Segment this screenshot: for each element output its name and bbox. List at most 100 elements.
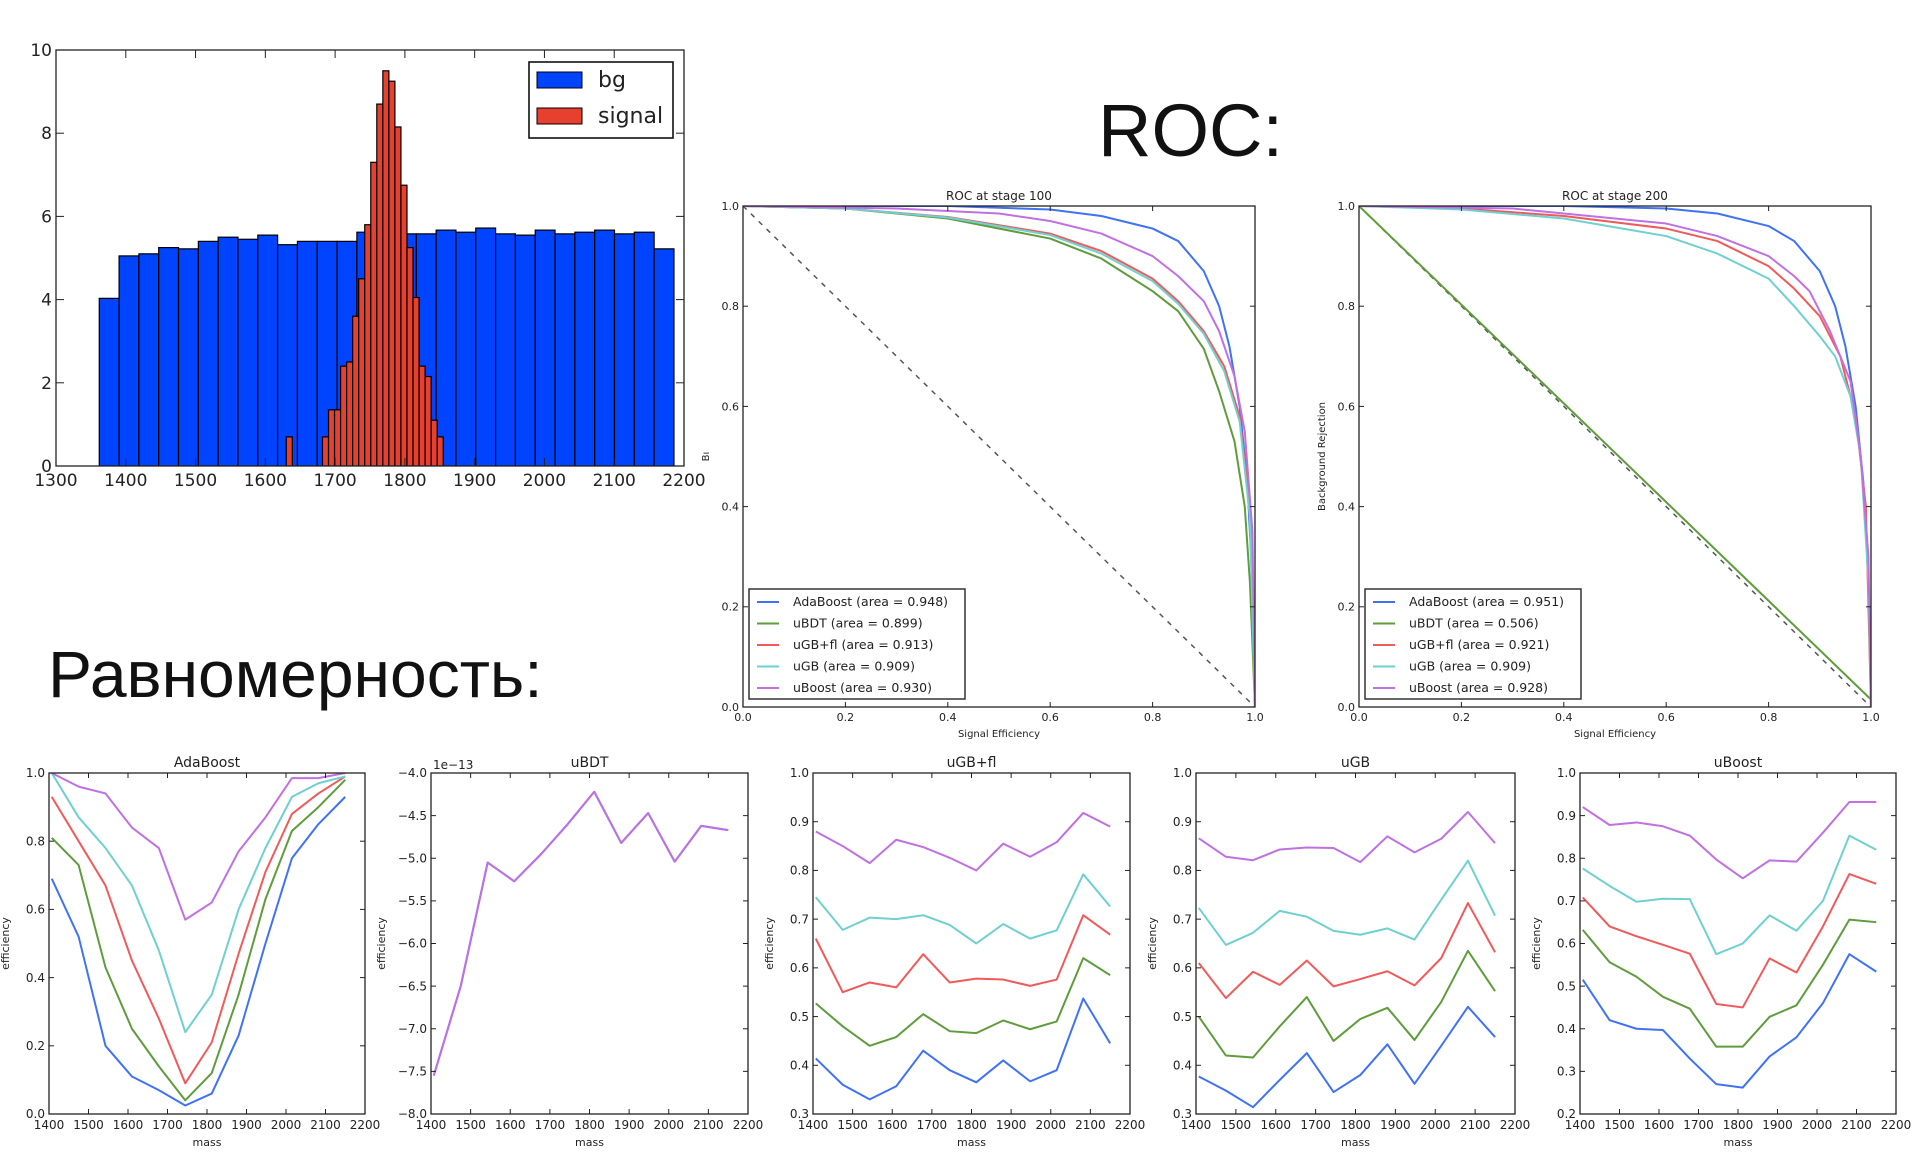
x-tick-label: 1700 xyxy=(152,1118,183,1132)
x-tick-label: 1900 xyxy=(996,1118,1027,1132)
x-tick-label: 0.2 xyxy=(1453,711,1471,724)
signal-bar xyxy=(364,224,372,466)
bg-bar xyxy=(277,244,299,466)
y-tick-label: 0.7 xyxy=(1173,912,1192,926)
x-tick-label: 1600 xyxy=(495,1118,526,1132)
series-line-3 xyxy=(743,206,1255,707)
plot-area xyxy=(432,790,729,1076)
x-tick-label: 2000 xyxy=(271,1118,302,1132)
x-tick-label: 2200 xyxy=(662,471,705,491)
y-tick-label: −5.5 xyxy=(398,894,427,908)
y-tick-label: 0.5 xyxy=(1173,1010,1192,1024)
x-axis-label: Signal Efficiency xyxy=(1574,729,1656,740)
x-tick-label: 1400 xyxy=(1181,1118,1212,1132)
series-line-1 xyxy=(815,957,1111,1047)
y-tick-label: −4.0 xyxy=(398,766,427,780)
chart-title: ROC at stage 100 xyxy=(946,189,1052,203)
plot-area xyxy=(1197,810,1496,1109)
axes-frame xyxy=(742,205,1256,708)
x-tick-label: 2000 xyxy=(1420,1118,1451,1132)
x-tick-label: 2100 xyxy=(1841,1118,1872,1132)
y-tick-label: −7.5 xyxy=(398,1065,427,1079)
y-tick-label: 0.0 xyxy=(26,1107,45,1121)
x-tick-label: 2100 xyxy=(693,1118,724,1132)
x-tick-label: 1900 xyxy=(453,471,496,491)
y-tick-label: 4 xyxy=(41,291,52,311)
chart-title: uBDT xyxy=(571,755,609,771)
axes-frame xyxy=(1358,205,1872,708)
legend-label: uBoost (area = 0.930) xyxy=(793,680,932,695)
y-tick-label: 0.4 xyxy=(1557,1022,1576,1036)
y-tick-label: 8 xyxy=(41,124,52,144)
x-tick-label: 0.6 xyxy=(1041,711,1059,724)
y-tick-label: 0.2 xyxy=(1338,601,1356,614)
y-tick-label: −7.0 xyxy=(398,1022,427,1036)
legend-swatch xyxy=(536,107,583,125)
x-tick-label: 2000 xyxy=(523,471,566,491)
y-tick-label: −6.5 xyxy=(398,979,427,993)
x-tick-label: 1700 xyxy=(1300,1118,1331,1132)
x-tick-label: 1400 xyxy=(34,1118,65,1132)
legend-label: AdaBoost (area = 0.951) xyxy=(1409,594,1564,609)
x-tick-label: 1500 xyxy=(73,1118,104,1132)
legend-label: uGB (area = 0.909) xyxy=(793,659,915,674)
y-axis-label: efficiency xyxy=(763,917,776,970)
legend-label: uBDT (area = 0.506) xyxy=(1409,616,1539,631)
y-tick-label: 0.0 xyxy=(1338,701,1356,714)
legend-label: AdaBoost (area = 0.948) xyxy=(793,594,948,609)
x-axis-label: mass xyxy=(193,1136,222,1149)
signal-bar xyxy=(358,278,366,466)
roc-stage-200: 0.0 0.2 0.4 0.6 0.8 1.0 0.0 0.2 0.4 0.6 0.8 1.0 ROC … xyxy=(1317,189,1880,740)
chart-title: uGB+fl xyxy=(947,755,997,771)
signal-bar xyxy=(382,70,390,466)
x-tick-label: 2200 xyxy=(1881,1118,1912,1132)
y-tick-label: −4.5 xyxy=(398,809,427,823)
signal-bar xyxy=(412,296,420,466)
x-tick-label: 1700 xyxy=(1683,1118,1714,1132)
x-tick-label: 1700 xyxy=(917,1118,948,1132)
x-tick-label: 1700 xyxy=(535,1118,566,1132)
y-tick-label: 0.4 xyxy=(26,971,45,985)
y-tick-label: 2 xyxy=(41,374,52,394)
x-axis-label: mass xyxy=(575,1136,604,1149)
uniformity-heading: Равномерность: xyxy=(48,637,543,711)
signal-bar xyxy=(436,436,444,466)
y-tick-label: 1.0 xyxy=(1557,766,1576,780)
signal-bar xyxy=(285,436,293,466)
roc-stage-100: 0.0 0.2 0.4 0.6 0.8 1.0 0.0 0.2 0.4 0.6 0.8 1.0 ROC … xyxy=(701,189,1264,740)
x-tick-label: 2100 xyxy=(1075,1118,1106,1132)
series-line-0 xyxy=(815,997,1112,1101)
x-tick-label: 0.4 xyxy=(939,711,957,724)
y-axis-label: Background Rejection xyxy=(1317,402,1328,511)
y-tick-label: 0.8 xyxy=(26,834,45,848)
series-line-0 xyxy=(1198,1005,1496,1109)
x-tick-label: 1600 xyxy=(877,1118,908,1132)
y-tick-label: 0.8 xyxy=(722,300,740,313)
y-tick-label: 0.8 xyxy=(1173,864,1192,878)
signal-bar xyxy=(424,375,432,466)
bg-bar xyxy=(475,227,497,466)
bg-bar xyxy=(158,247,180,466)
x-tick-label: 2000 xyxy=(1035,1118,1066,1132)
bg-bar xyxy=(653,248,675,466)
eff-adaboost: 1400 1500 1600 1700 1800 1900 2000 2100 2200 0.0 0… xyxy=(0,755,380,1149)
y-axis-label: Bı xyxy=(701,452,712,462)
y-tick-label: −6.0 xyxy=(398,937,427,951)
x-tick-label: 1.0 xyxy=(1862,711,1880,724)
y-tick-label: −8.0 xyxy=(398,1107,427,1121)
signal-bar xyxy=(321,436,330,466)
y-tick-label: 0.7 xyxy=(790,912,809,926)
eff-ugb-fl: 1400 1500 1600 1700 1800 1900 2000 2100 2200 0.3 0… xyxy=(763,755,1145,1149)
random-guess-diagonal xyxy=(743,206,1255,707)
legend-label: signal xyxy=(598,104,663,129)
x-tick-label: 1500 xyxy=(837,1118,868,1132)
bg-bar xyxy=(296,240,318,466)
y-tick-label: 0.9 xyxy=(1557,809,1576,823)
x-tick-label: 1800 xyxy=(383,471,426,491)
series-line-1 xyxy=(1581,918,1877,1048)
axes-frame xyxy=(430,772,749,1115)
y-tick-label: 0.2 xyxy=(1557,1107,1576,1121)
y-tick-label: 0.2 xyxy=(26,1039,45,1053)
series-line-2 xyxy=(50,775,346,1085)
